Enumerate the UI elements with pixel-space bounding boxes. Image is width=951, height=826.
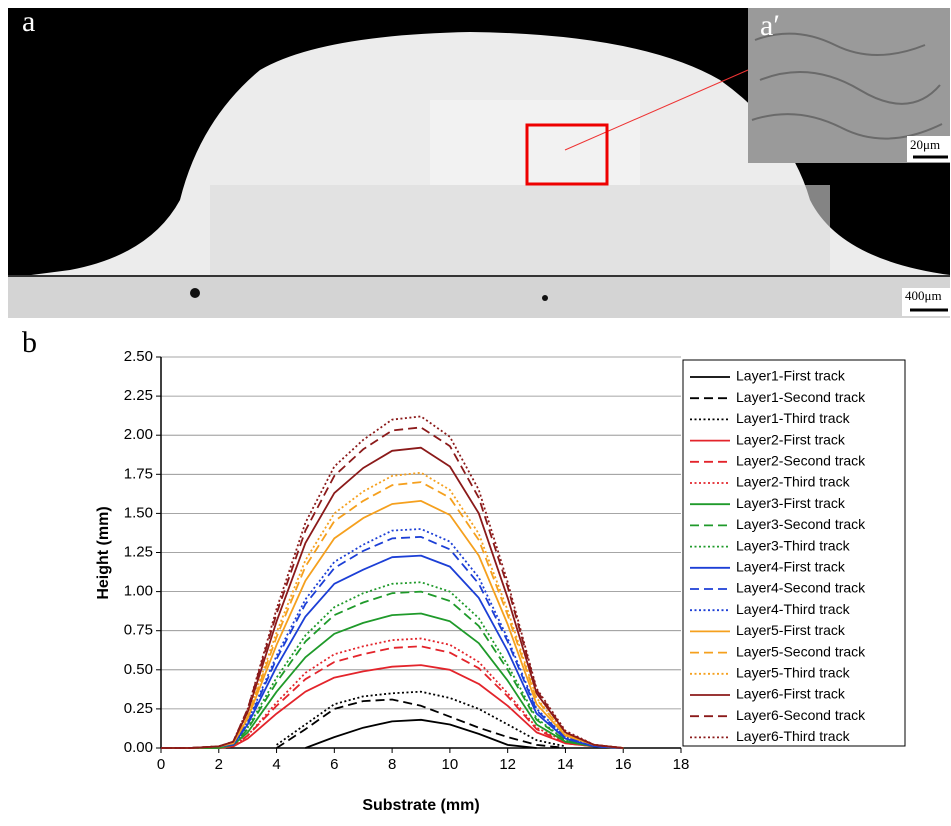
legend-label: Layer2-First track (736, 431, 846, 447)
legend-label: Layer6-Third track (736, 728, 851, 744)
x-tick-label: 8 (388, 756, 396, 773)
stitch-tile (430, 100, 640, 185)
zoom-line (564, 69, 749, 151)
x-tick-label: 14 (557, 756, 574, 773)
legend-label: Layer5-First track (736, 622, 846, 638)
x-axis-label: Substrate (mm) (362, 797, 479, 814)
x-tick-label: 18 (673, 756, 690, 773)
series-line (161, 554, 624, 749)
legend-label: Layer5-Third track (736, 665, 851, 681)
legend-label: Layer1-First track (736, 368, 846, 384)
panel-label: a (22, 5, 35, 38)
y-tick-label: 2.00 (124, 426, 153, 443)
y-tick-label: 0.00 (124, 739, 153, 756)
series-line (161, 481, 624, 749)
x-tick-label: 12 (499, 756, 516, 773)
series-line (276, 690, 566, 748)
substrate (8, 277, 950, 318)
x-tick-label: 6 (330, 756, 338, 773)
series-line (161, 664, 624, 749)
series-line (161, 645, 624, 749)
y-tick-label: 2.25 (124, 387, 153, 404)
y-tick-label: 1.00 (124, 583, 153, 600)
y-tick-label: 1.25 (124, 543, 153, 560)
series-line (161, 528, 624, 749)
x-tick-label: 2 (215, 756, 223, 773)
y-tick-label: 1.75 (124, 465, 153, 482)
x-tick-label: 4 (272, 756, 280, 773)
legend-label: Layer2-Third track (736, 474, 851, 490)
legend-label: Layer3-First track (736, 495, 846, 511)
inset-label: a′ (760, 9, 780, 42)
legend-label: Layer1-Third track (736, 410, 851, 426)
legend-label: Layer2-Second track (736, 453, 866, 469)
legend-label: Layer4-First track (736, 559, 846, 575)
series-line (161, 637, 624, 749)
series-line (305, 718, 537, 749)
legend-box (682, 359, 906, 747)
y-tick-label: 1.50 (124, 504, 153, 521)
series-line (161, 471, 624, 749)
inset-texture (751, 32, 943, 140)
legend-label: Layer3-Third track (736, 537, 851, 553)
series-line (161, 581, 624, 749)
y-tick-label: 0.75 (124, 622, 153, 639)
series-line (161, 446, 624, 749)
legend-label: Layer1-Second track (736, 389, 866, 405)
legend-label: Layer4-Third track (736, 601, 851, 617)
x-tick-label: 10 (442, 756, 459, 773)
stitch-tile (210, 185, 830, 275)
micrograph-panel: a a′ 20μm 400μm (8, 5, 950, 318)
legend-label: Layer6-First track (736, 686, 846, 702)
x-tick-label: 16 (615, 756, 632, 773)
pore (190, 288, 200, 298)
series-line (161, 590, 624, 749)
zoom-box (525, 123, 609, 186)
scale-label: 400μm (905, 288, 942, 303)
x-tick-label: 0 (157, 756, 165, 773)
y-tick-label: 0.25 (124, 700, 153, 717)
legend-label: Layer3-Second track (736, 516, 866, 532)
series-line (276, 698, 566, 749)
y-tick-label: 2.50 (124, 348, 153, 365)
legend-label: Layer4-Second track (736, 580, 866, 596)
panel-label: b (22, 326, 37, 359)
y-axis-label: Height (mm) (95, 506, 112, 599)
legend-label: Layer6-Second track (736, 707, 866, 723)
pore (542, 295, 548, 301)
series-line (161, 415, 624, 749)
y-tick-label: 0.50 (124, 661, 153, 678)
inset-scale-label: 20μm (910, 137, 940, 152)
legend-label: Layer5-Second track (736, 643, 866, 659)
